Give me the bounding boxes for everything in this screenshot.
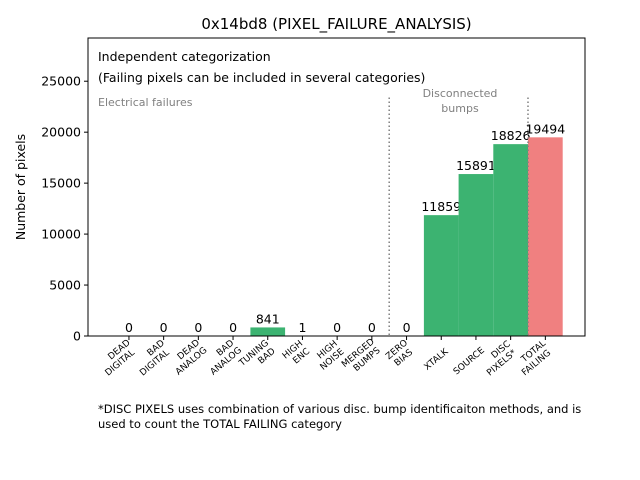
footnote: *DISC PIXELS uses combination of various… [98, 402, 581, 416]
annotation-title: Independent categorization [98, 49, 271, 64]
y-tick-label: 10000 [41, 227, 81, 242]
x-tick-label: MERGEDBUMPS [340, 337, 383, 378]
x-tick-label: SOURCE [452, 346, 487, 378]
x-tick-label: TUNINGBAD [237, 338, 278, 377]
bar-value-label: 0 [194, 320, 202, 335]
bar [527, 137, 563, 336]
bar [493, 144, 528, 336]
bar-value-label: 0 [160, 320, 168, 335]
x-tick-label: HIGHNOISE [312, 339, 347, 373]
y-tick-label: 15000 [41, 176, 81, 191]
footnote: used to count the TOTAL FAILING category [98, 417, 342, 431]
x-tick-label: XTALK [423, 346, 452, 372]
bar-value-label: 11859 [421, 199, 461, 214]
y-tick-label: 0 [73, 329, 81, 344]
plot-frame [87, 37, 586, 337]
bar-value-label: 0 [333, 320, 341, 335]
x-tick-label-line: SOURCE [452, 346, 487, 378]
x-tick-label: TOTALFAILING [513, 339, 554, 378]
y-tick-label: 20000 [41, 125, 81, 140]
electrical-failures-label: Electrical failures [98, 96, 193, 109]
bar-value-label: 1 [298, 320, 306, 335]
annotation-subtitle: (Failing pixels can be included in sever… [98, 70, 425, 85]
x-tick-label: BADDIGITAL [132, 338, 174, 378]
bar-value-label: 18826 [491, 128, 531, 143]
bar-value-label: 841 [256, 311, 280, 326]
x-tick-label-line: XTALK [423, 346, 452, 372]
chart-title: 0x14bd8 (PIXEL_FAILURE_ANALYSIS) [201, 15, 471, 34]
bar-value-label: 0 [229, 320, 237, 335]
bar [250, 327, 286, 336]
disconnected-bumps-label: bumps [441, 102, 479, 115]
bar-value-label: 15891 [456, 158, 496, 173]
x-tick-label: DEADDIGITAL [97, 338, 140, 378]
x-tick-label: HIGHENC [281, 339, 312, 370]
disconnected-bumps-label: Disconnected [423, 87, 498, 100]
x-tick-label: DEADANALOG [167, 338, 209, 378]
bar [458, 174, 494, 336]
bar-value-label: 19494 [525, 121, 565, 136]
y-tick-label: 5000 [49, 278, 81, 293]
x-tick-label: BADANALOG [202, 338, 244, 378]
y-tick-label: 25000 [41, 74, 81, 89]
bar-value-label: 0 [403, 320, 411, 335]
y-axis-label: Number of pixels [13, 134, 28, 240]
bar-value-label: 0 [125, 320, 133, 335]
bar [423, 215, 459, 336]
x-tick-label: DISCPIXELS* [479, 339, 520, 378]
x-tick-label: ZEROBIAS [384, 338, 416, 370]
bar-value-label: 0 [368, 320, 376, 335]
